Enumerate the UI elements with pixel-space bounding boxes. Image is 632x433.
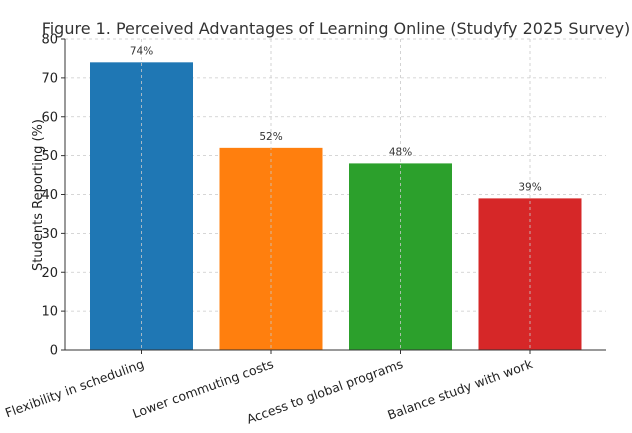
bar [90,62,193,350]
y-tick-label: 40 [41,188,58,203]
y-tick-label: 80 [41,33,58,48]
bar-value-label: 39% [518,181,541,193]
bar-value-label: 74% [130,45,153,57]
y-tick-label: 0 [50,344,58,359]
axes [61,38,606,354]
y-tick-label: 70 [41,71,58,86]
bar-value-label: 52% [259,131,282,143]
y-tick-label: 10 [41,305,58,320]
bar-value-label: 48% [389,146,412,158]
y-tick-label: 20 [41,266,58,281]
chart-title: Figure 1. Perceived Advantages of Learni… [42,19,631,38]
bars [90,39,582,350]
x-tick-label: Flexibility in scheduling [3,356,146,420]
y-tick-label: 60 [41,110,58,125]
x-tick-label: Balance study with work [385,356,535,423]
y-axis-label: Students Reporting (%) [31,119,46,271]
y-tick-label: 30 [41,227,58,242]
y-tick-label: 50 [41,149,58,164]
